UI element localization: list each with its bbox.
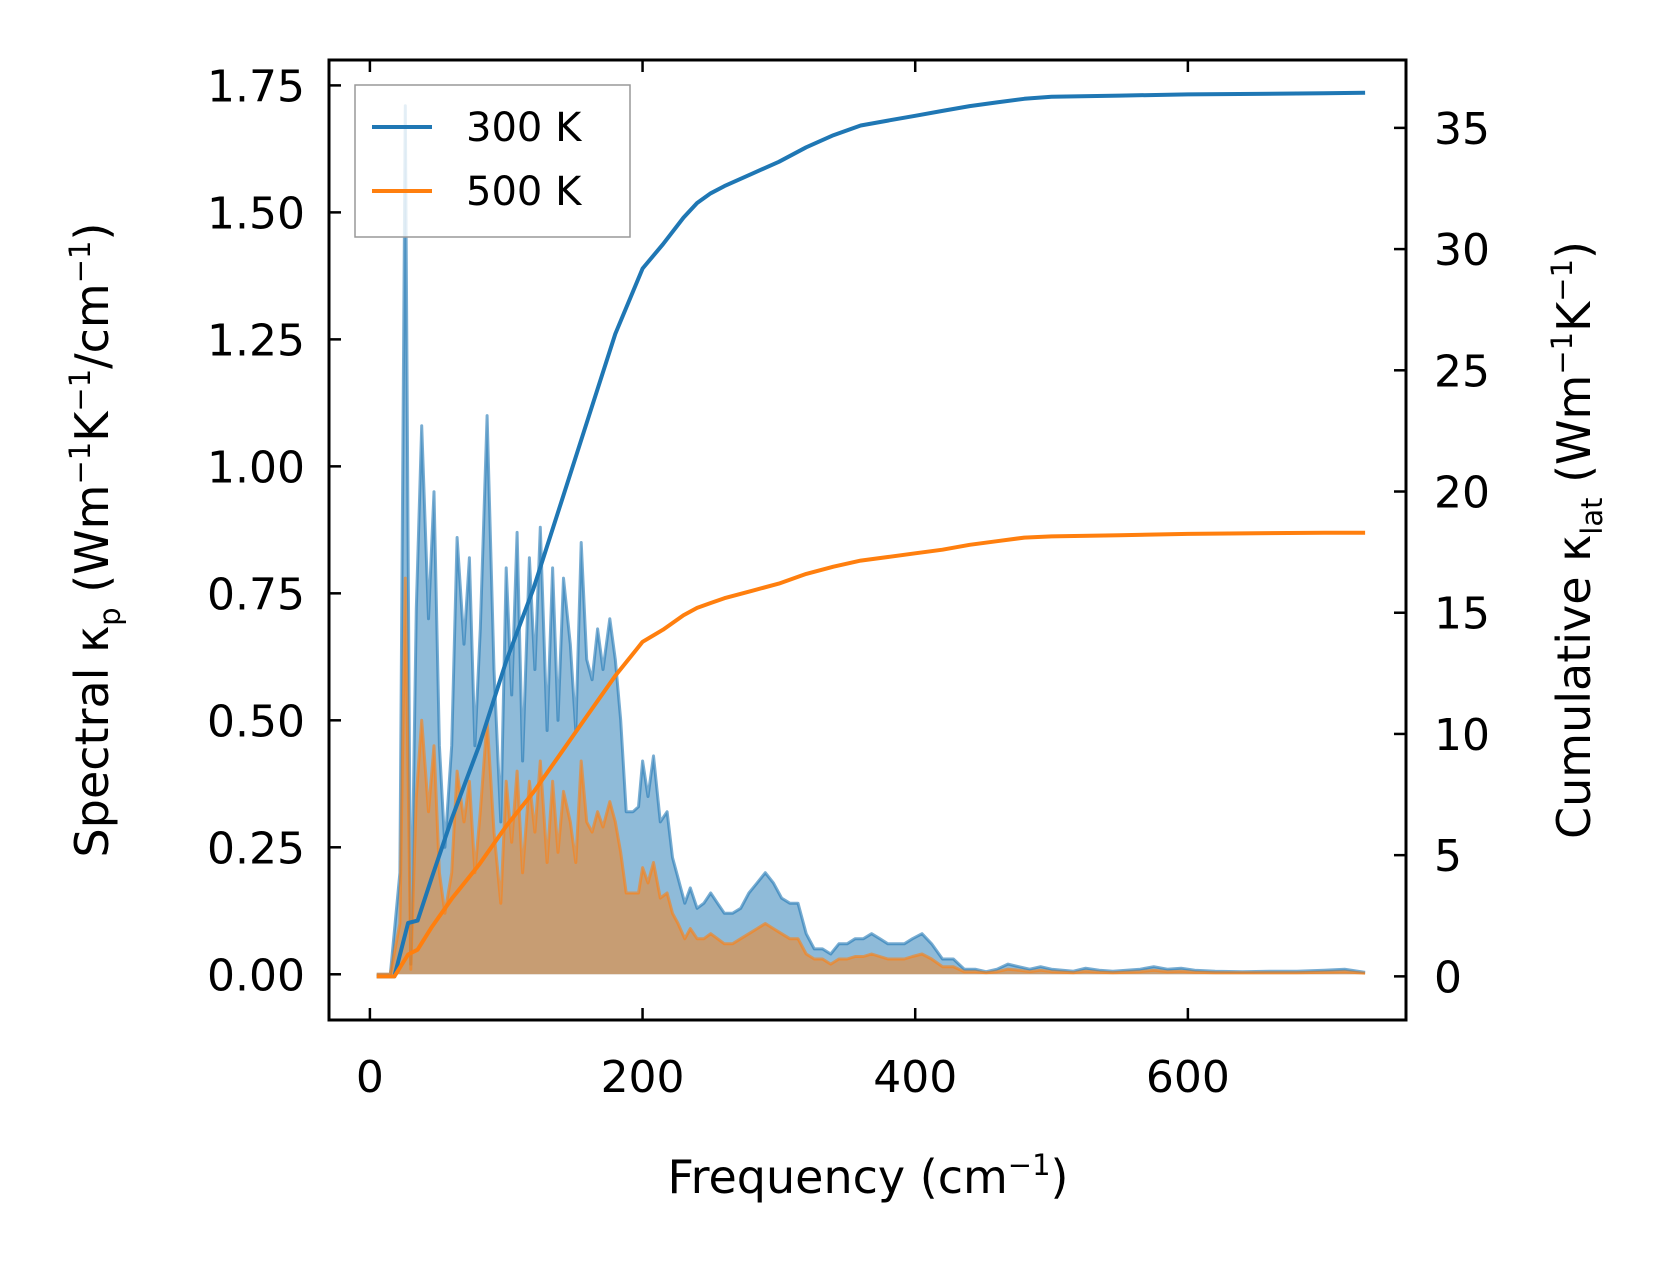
legend: 300 K 500 K bbox=[354, 84, 631, 238]
y-left-tick-label: 1.50 bbox=[207, 188, 305, 239]
y-left-tick-label: 0.75 bbox=[207, 569, 305, 620]
spectral-line-500K bbox=[376, 576, 1366, 976]
y-left-tick-label: 0.50 bbox=[207, 696, 305, 747]
y-axis-label-left: Spectral κp (Wm−1K−1/cm−1) bbox=[63, 223, 127, 858]
plot-frame bbox=[327, 58, 1408, 1022]
y-right-tick-label: 15 bbox=[1434, 589, 1490, 640]
y-right-tick-label: 30 bbox=[1434, 225, 1490, 276]
axes: 0 200 400 6000.000.250.500.751.001.251.501.… bbox=[207, 60, 1490, 1103]
x-tick-label: 400 bbox=[873, 1052, 957, 1103]
y-left-tick-label: 0.25 bbox=[207, 823, 305, 874]
plot-content bbox=[376, 90, 1366, 979]
y-right-tick-label: 5 bbox=[1434, 831, 1462, 882]
y-right-tick-label: 10 bbox=[1434, 710, 1490, 761]
legend-box bbox=[354, 84, 631, 238]
y-right-tick-label: 35 bbox=[1434, 104, 1490, 155]
spectral-line-300K bbox=[376, 104, 1366, 976]
y-left-tick-label: 1.00 bbox=[207, 442, 305, 493]
x-axis-label: Frequency (cm−1) bbox=[667, 1148, 1068, 1204]
spectral-area-500K bbox=[376, 578, 1366, 975]
x-tick-label: 0 bbox=[356, 1052, 384, 1103]
y-right-tick-label: 0 bbox=[1434, 952, 1462, 1003]
y-axis-label-right: Cumulative κlat (Wm−1K−1) bbox=[1545, 241, 1609, 839]
y-right-tick-label: 25 bbox=[1434, 346, 1490, 397]
x-tick-label: 600 bbox=[1146, 1052, 1230, 1103]
y-left-tick-label: 1.75 bbox=[207, 61, 305, 112]
legend-label-500K: 500 K bbox=[466, 169, 583, 215]
x-tick-label: 200 bbox=[601, 1052, 685, 1103]
y-left-tick-label: 0.00 bbox=[207, 950, 305, 1001]
cumulative-line-500K bbox=[376, 530, 1366, 979]
y-right-tick-label: 20 bbox=[1434, 468, 1490, 519]
cumulative-line-300K bbox=[376, 90, 1366, 979]
y-left-tick-label: 1.25 bbox=[207, 315, 305, 366]
legend-label-300K: 300 K bbox=[466, 105, 583, 151]
